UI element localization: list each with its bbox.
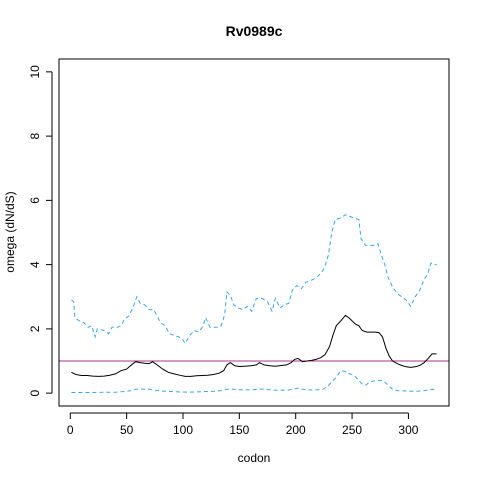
y-tick-label: 2: [28, 325, 42, 332]
x-tick-label: 50: [120, 423, 134, 437]
y-tick-label: 8: [28, 132, 42, 139]
y-tick-label: 10: [28, 65, 42, 79]
y-tick-label: 4: [28, 261, 42, 268]
x-tick-label: 100: [173, 423, 193, 437]
series-layer: [59, 214, 449, 393]
y-axis-label: omega (dN/dS): [3, 191, 17, 272]
x-tick-label: 0: [67, 423, 74, 437]
y-tick-label: 6: [28, 197, 42, 204]
x-axis-label: codon: [238, 451, 271, 465]
y-tick-label: 0: [28, 389, 42, 396]
x-tick-label: 250: [342, 423, 362, 437]
lower-bound-series-line: [71, 370, 437, 393]
estimate-series-line: [71, 314, 437, 377]
x-axis: 0 50 100 150 200 250 300: [67, 412, 419, 437]
x-tick-label: 300: [398, 423, 418, 437]
x-tick-label: 200: [286, 423, 306, 437]
y-axis: 0 2 4 6 8 10: [28, 65, 53, 396]
upper-bound-series-line: [71, 214, 437, 345]
chart-title: Rv0989c: [226, 23, 283, 39]
x-tick-label: 150: [229, 423, 249, 437]
plot-frame: [58, 58, 450, 407]
